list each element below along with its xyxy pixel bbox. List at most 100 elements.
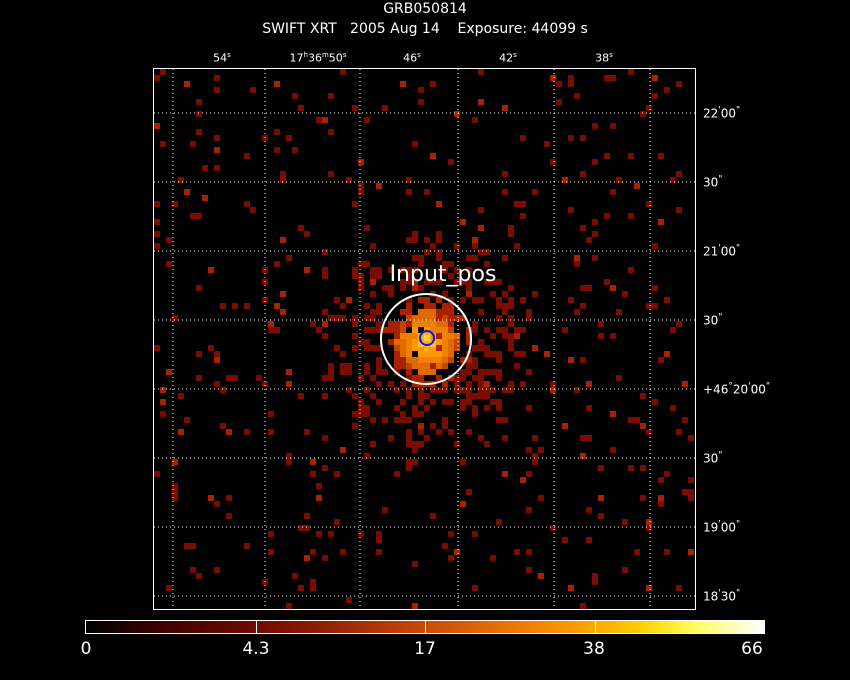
photon-pixel: [508, 297, 514, 303]
photon-pixel: [442, 363, 448, 369]
photon-pixel: [490, 369, 496, 375]
photon-pixel: [634, 417, 640, 423]
photon-pixel: [400, 417, 406, 423]
photon-pixel: [274, 261, 280, 267]
photon-pixel: [286, 459, 292, 465]
photon-pixel: [616, 309, 622, 315]
photon-pixel: [412, 315, 418, 321]
photon-pixel: [502, 105, 508, 111]
photon-pixel: [340, 69, 346, 75]
photon-pixel: [298, 105, 304, 111]
photon-pixel: [472, 255, 478, 261]
photon-pixel: [292, 573, 298, 579]
photon-pixel: [442, 543, 448, 549]
photon-pixel: [550, 525, 556, 531]
photon-pixel: [538, 573, 544, 579]
photon-pixel: [568, 75, 574, 81]
photon-pixel: [406, 303, 412, 309]
photon-pixel: [466, 279, 472, 285]
photon-pixels: [154, 69, 694, 609]
photon-pixel: [628, 153, 634, 159]
photon-pixel: [634, 183, 640, 189]
photon-pixel: [388, 381, 394, 387]
photon-pixel: [376, 321, 382, 327]
photon-pixel: [418, 315, 424, 321]
photon-pixel: [196, 99, 202, 105]
photon-pixel: [586, 285, 592, 291]
photon-pixel: [184, 543, 190, 549]
photon-pixel: [250, 207, 256, 213]
photon-pixel: [484, 351, 490, 357]
photon-pixel: [448, 159, 454, 165]
photon-pixel: [436, 327, 442, 333]
ra-label-54: 54s: [213, 51, 231, 65]
photon-pixel: [442, 345, 448, 351]
photon-pixel: [424, 335, 430, 341]
photon-pixel: [400, 411, 406, 417]
photon-pixel: [430, 315, 436, 321]
photon-pixel: [160, 387, 166, 393]
photon-pixel: [466, 357, 472, 363]
photon-pixel: [640, 393, 646, 399]
photon-pixel: [436, 201, 442, 207]
photon-pixel: [352, 201, 358, 207]
source-region-circle: [380, 293, 472, 385]
photon-pixel: [418, 369, 424, 375]
photon-pixel: [370, 393, 376, 399]
photon-pixel: [478, 249, 484, 255]
photon-pixel: [628, 213, 634, 219]
photon-pixel: [604, 279, 610, 285]
photon-pixel: [334, 519, 340, 525]
photon-pixel: [328, 93, 334, 99]
photon-pixel: [430, 387, 436, 393]
photon-pixel: [430, 363, 436, 369]
ra-label-42: 42s: [499, 51, 517, 65]
photon-pixel: [334, 345, 340, 351]
photon-pixel: [226, 429, 232, 435]
photon-pixel: [538, 495, 544, 501]
photon-pixel: [430, 351, 436, 357]
photon-pixel: [346, 363, 352, 369]
photon-pixel: [586, 237, 592, 243]
photon-pixel: [490, 279, 496, 285]
photon-pixel: [424, 189, 430, 195]
photon-pixel: [406, 429, 412, 435]
photon-pixel: [352, 315, 358, 321]
photon-pixel: [364, 345, 370, 351]
photon-pixel: [610, 75, 616, 81]
photon-pixel: [430, 321, 436, 327]
photon-pixel: [364, 339, 370, 345]
photon-pixel: [646, 519, 652, 525]
photon-pixel: [406, 345, 412, 351]
photon-pixel: [448, 399, 454, 405]
photon-pixel: [442, 423, 448, 429]
photon-pixel: [466, 333, 472, 339]
photon-pixel: [436, 315, 442, 321]
photon-pixel: [226, 375, 232, 381]
photon-pixel: [448, 351, 454, 357]
photon-pixel: [418, 285, 424, 291]
photon-pixel: [466, 387, 472, 393]
photon-pixel: [526, 309, 532, 315]
photon-pixel: [580, 435, 586, 441]
photon-pixel: [550, 159, 556, 165]
photon-pixel: [388, 321, 394, 327]
photon-pixel: [352, 321, 358, 327]
photon-pixel: [160, 141, 166, 147]
photon-pixel: [622, 291, 628, 297]
photon-pixel: [286, 453, 292, 459]
photon-pixel: [340, 369, 346, 375]
photon-pixel: [232, 375, 238, 381]
photon-pixel: [316, 483, 322, 489]
photon-pixel: [376, 531, 382, 537]
photon-pixel: [184, 417, 190, 423]
photon-pixel: [400, 345, 406, 351]
photon-pixel: [478, 207, 484, 213]
photon-pixel: [268, 549, 274, 555]
photon-pixel: [688, 435, 694, 441]
photon-pixel: [676, 585, 682, 591]
grb-title: GRB050814: [383, 1, 467, 17]
photon-pixel: [394, 333, 400, 339]
photon-pixel: [160, 399, 166, 405]
photon-pixel: [430, 279, 436, 285]
